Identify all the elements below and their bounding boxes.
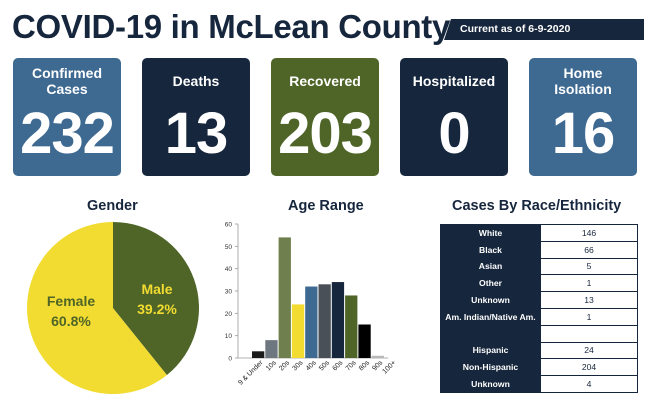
pie-label-female: Female <box>47 293 95 309</box>
stat-label: Hospitalized <box>412 73 496 89</box>
stat-card-confirmed: Confirmed Cases 232 <box>13 58 121 176</box>
race-count-cell <box>540 324 638 343</box>
age-range-bar-chart: 0 10 20 30 40 50 60 9 & Under 10s 20s 30s 40s 50s 60s… <box>225 222 398 387</box>
stat-card-recovered: Recovered 203 <box>271 58 379 176</box>
table-row <box>440 324 638 343</box>
bar-60s <box>331 282 345 358</box>
bar-30s <box>291 304 305 358</box>
stat-label: Deaths <box>172 73 220 89</box>
race-category-cell: Hispanic <box>440 341 541 360</box>
race-category-cell: Black <box>440 240 541 259</box>
y-tick-label: 0 <box>228 356 232 363</box>
race-count-cell: 204 <box>540 358 638 377</box>
page-title: COVID-19 in McLean County <box>12 8 451 45</box>
stat-value: 232 <box>20 101 115 166</box>
race-count-cell: 1 <box>540 307 638 326</box>
bar-70s <box>345 295 358 358</box>
y-tick-label: 50 <box>225 244 233 251</box>
pie-slice-male <box>113 222 199 375</box>
table-row: Am. Indian/Native Am. 1 <box>440 307 638 326</box>
race-count-cell: 4 <box>540 375 638 393</box>
race-category-cell: Non-Hispanic <box>440 358 541 377</box>
date-badge: Current as of 6-9-2020 <box>444 19 644 40</box>
stat-label: Recovered <box>289 73 361 89</box>
gender-pie-chart: Female 60.8% Male 39.2% <box>26 222 199 394</box>
stat-card-deaths: Deaths 13 <box>142 58 250 176</box>
race-category-cell: Asian <box>440 257 541 276</box>
bar-50s <box>318 284 331 358</box>
race-category-cell: White <box>440 224 541 242</box>
stat-value: 203 <box>278 101 373 166</box>
stat-label: Confirmed Cases <box>32 65 102 97</box>
x-tick-label: 50s <box>318 359 331 372</box>
y-tick-label: 60 <box>225 222 233 229</box>
bar-40s <box>305 286 318 358</box>
y-tick-label: 20 <box>225 311 233 318</box>
race-count-cell: 5 <box>540 257 638 276</box>
table-row: Black 66 <box>440 240 638 259</box>
race-count-cell: 66 <box>540 240 638 259</box>
bar-90s <box>371 355 384 358</box>
y-tick-label: 30 <box>225 289 233 296</box>
stat-value: 0 <box>438 101 470 166</box>
race-category-cell: Unknown <box>440 375 541 393</box>
x-tick-label: 60s <box>331 359 344 372</box>
table-row: Non-Hispanic 204 <box>440 358 638 377</box>
race-category-cell: Unknown <box>440 291 541 309</box>
table-row: Other 1 <box>440 274 638 293</box>
x-tick-label: 40s <box>305 359 318 372</box>
bar-9-under <box>252 351 265 358</box>
x-tick-label: 30s <box>292 359 305 372</box>
race-count-cell: 1 <box>540 274 638 293</box>
table-row: Unknown 13 <box>440 291 638 309</box>
x-tick-label: 10s <box>265 359 278 372</box>
y-tick-label: 40 <box>225 266 233 273</box>
y-tick-label: 10 <box>225 333 233 340</box>
pie-slice-female <box>26 222 167 394</box>
race-category-cell: Other <box>440 274 541 293</box>
x-tick-label: 100+ <box>381 359 397 375</box>
pie-label-male: Male <box>141 281 172 297</box>
x-tick-label: 20s <box>278 359 291 372</box>
x-tick-label: 80s <box>358 359 371 372</box>
age-range-title: Age Range <box>288 198 364 214</box>
table-row: White 146 <box>440 224 638 242</box>
race-count-cell: 13 <box>540 291 638 309</box>
x-tick-label: 70s <box>345 359 358 372</box>
stat-value: 13 <box>164 101 229 166</box>
stat-label: Home Isolation <box>554 65 612 97</box>
table-row: Asian 5 <box>440 257 638 276</box>
race-category-cell: Am. Indian/Native Am. <box>440 307 541 326</box>
stat-card-hospitalized: Hospitalized 0 <box>400 58 508 176</box>
x-tick-label: 9 & Under <box>237 359 265 387</box>
race-count-cell: 146 <box>540 224 638 242</box>
pie-value-male: 39.2% <box>137 301 177 317</box>
race-ethnicity-title: Cases By Race/Ethnicity <box>452 198 622 214</box>
race-count-cell: 24 <box>540 341 638 360</box>
race-category-cell <box>440 324 541 343</box>
pie-value-female: 60.8% <box>51 313 91 329</box>
stat-card-home-isolation: Home Isolation 16 <box>529 58 637 176</box>
gender-title: Gender <box>87 198 138 214</box>
bar-20s <box>278 237 291 358</box>
bar-10s <box>265 340 278 358</box>
table-row: Hispanic 24 <box>440 341 638 360</box>
bar-80s <box>358 324 371 358</box>
stat-value: 16 <box>551 101 616 166</box>
race-ethnicity-table: White 146 Black 66 Asian 5 Other 1 Unknown 13 Am. … <box>440 224 638 393</box>
table-row: Unknown 4 <box>440 375 638 393</box>
